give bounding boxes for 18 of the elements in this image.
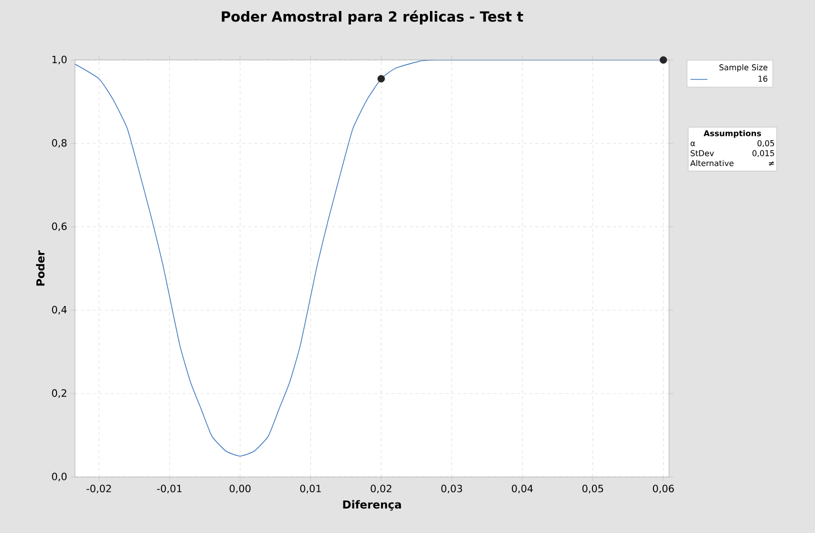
y-tick-label: 0,2 (52, 389, 66, 398)
chart-title: Poder Amostral para 2 réplicas - Test t (222, 10, 524, 24)
x-tick-label: 0,06 (652, 484, 674, 494)
x-tick-label: -0,02 (86, 484, 111, 494)
x-axis-title: Diferença (343, 500, 401, 511)
y-tick-label: 1,0 (52, 56, 67, 64)
y-tick-label: 0,4 (52, 306, 67, 314)
y-tick-label: 0,6 (52, 222, 67, 232)
x-tick-label: 0,02 (370, 484, 392, 494)
x-tick-label: 0,05 (582, 484, 604, 494)
y-tick-label: 0,0 (52, 472, 67, 482)
x-tick-label: 0,00 (230, 484, 251, 494)
x-tick-label: 0,01 (300, 484, 321, 494)
x-tick-label: 0,04 (512, 484, 533, 494)
x-tick-label: 0,03 (441, 484, 462, 494)
y-tick-label: 0,8 (52, 139, 67, 148)
x-tick-label: -0,01 (157, 484, 182, 494)
y-axis-title: Poder (36, 250, 45, 286)
